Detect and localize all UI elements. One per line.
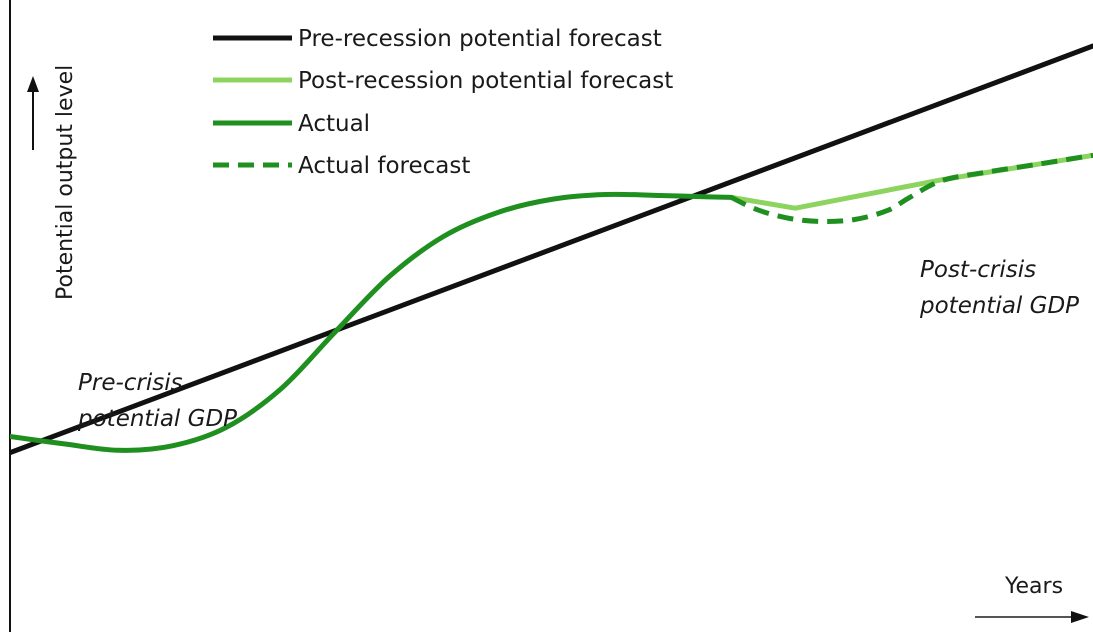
series-layer [10, 43, 1093, 456]
annotation-pre-crisis-line-1: Pre-crisis [78, 370, 183, 396]
legend: Pre-recession potential forecast Post-rec… [213, 26, 673, 179]
x-axis-label: Years [1004, 574, 1063, 599]
series-line-actual [10, 191, 734, 453]
annotation-pre-crisis-line-2: potential GDP [77, 406, 237, 432]
annotation-layer: Pre-crisis potential GDP Post-crisis potent… [77, 257, 1079, 432]
legend-label-pre-recession-potential-forecast: Pre-recession potential forecast [298, 26, 662, 52]
y-axis-label: Potential output level [53, 65, 78, 300]
legend-label-actual-forecast: Actual forecast [298, 153, 470, 179]
y-axis-label-group: Potential output level [27, 65, 78, 300]
x-axis-label-group: Years [975, 574, 1089, 623]
annotation-post-crisis-line-1: Post-crisis [920, 257, 1036, 283]
x-axis-arrow-icon [1071, 611, 1089, 623]
legend-label-post-recession-potential-forecast: Post-recession potential forecast [298, 68, 673, 94]
series-line-pre-recession-potential-forecast [10, 43, 1093, 456]
y-axis-arrow-icon [27, 76, 39, 92]
annotation-post-crisis-line-2: potential GDP [919, 293, 1079, 319]
series-line-actual-forecast [730, 152, 1093, 224]
legend-label-actual: Actual [298, 111, 370, 137]
